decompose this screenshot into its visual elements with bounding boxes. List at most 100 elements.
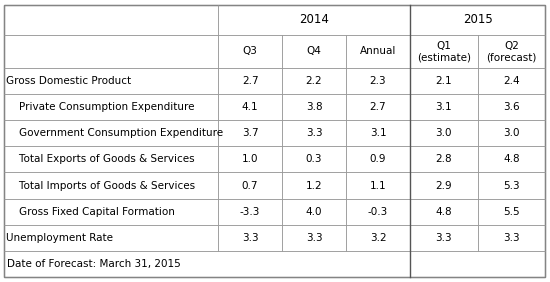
- Text: 2.2: 2.2: [306, 76, 322, 86]
- Text: 3.3: 3.3: [306, 128, 322, 138]
- Bar: [4, 225, 218, 251]
- Text: 2.1: 2.1: [436, 76, 452, 86]
- Bar: [346, 146, 410, 173]
- Bar: [282, 68, 346, 94]
- Bar: [410, 68, 478, 94]
- Text: 4.8: 4.8: [436, 207, 452, 217]
- Text: 2.7: 2.7: [370, 102, 386, 112]
- Bar: [410, 94, 478, 120]
- Bar: [410, 5, 546, 35]
- Text: 3.1: 3.1: [436, 102, 452, 112]
- Text: 3.2: 3.2: [370, 233, 386, 243]
- Bar: [478, 146, 546, 173]
- Bar: [478, 225, 546, 251]
- Text: Q2
(forecast): Q2 (forecast): [486, 41, 537, 62]
- Bar: [218, 120, 282, 146]
- Text: 3.6: 3.6: [503, 102, 520, 112]
- Text: 1.1: 1.1: [370, 180, 386, 191]
- Bar: [4, 251, 546, 277]
- Bar: [282, 146, 346, 173]
- Text: Private Consumption Expenditure: Private Consumption Expenditure: [6, 102, 195, 112]
- Text: 0.7: 0.7: [242, 180, 258, 191]
- Text: Government Consumption Expenditure: Government Consumption Expenditure: [6, 128, 223, 138]
- Bar: [218, 68, 282, 94]
- Bar: [4, 199, 218, 225]
- Bar: [4, 5, 218, 35]
- Bar: [218, 5, 410, 35]
- Bar: [410, 199, 478, 225]
- Text: 2.3: 2.3: [370, 76, 386, 86]
- Text: Total Imports of Goods & Services: Total Imports of Goods & Services: [6, 180, 195, 191]
- Text: 1.2: 1.2: [306, 180, 322, 191]
- Bar: [218, 225, 282, 251]
- Text: 3.0: 3.0: [436, 128, 452, 138]
- Text: 3.3: 3.3: [306, 233, 322, 243]
- Bar: [282, 199, 346, 225]
- Bar: [218, 173, 282, 199]
- Bar: [478, 199, 546, 225]
- Text: 3.7: 3.7: [242, 128, 258, 138]
- Bar: [282, 94, 346, 120]
- Bar: [4, 68, 218, 94]
- Text: -3.3: -3.3: [240, 207, 260, 217]
- Text: 3.1: 3.1: [370, 128, 386, 138]
- Bar: [478, 120, 546, 146]
- Bar: [218, 146, 282, 173]
- Text: 3.3: 3.3: [436, 233, 452, 243]
- Bar: [4, 146, 218, 173]
- Bar: [218, 94, 282, 120]
- Text: 2.9: 2.9: [436, 180, 452, 191]
- Bar: [346, 173, 410, 199]
- Bar: [218, 199, 282, 225]
- Text: -0.3: -0.3: [368, 207, 388, 217]
- Text: 3.0: 3.0: [503, 128, 520, 138]
- Bar: [4, 94, 218, 120]
- Text: 3.3: 3.3: [503, 233, 520, 243]
- Bar: [478, 35, 546, 68]
- Text: 3.8: 3.8: [306, 102, 322, 112]
- Text: Q4: Q4: [306, 46, 321, 56]
- Text: 5.5: 5.5: [503, 207, 520, 217]
- Bar: [4, 120, 218, 146]
- Bar: [346, 120, 410, 146]
- Text: 2.8: 2.8: [436, 155, 452, 164]
- Bar: [346, 225, 410, 251]
- Text: Q1
(estimate): Q1 (estimate): [417, 41, 471, 62]
- Bar: [346, 199, 410, 225]
- Bar: [478, 68, 546, 94]
- Text: 2.4: 2.4: [503, 76, 520, 86]
- Bar: [346, 94, 410, 120]
- Text: 5.3: 5.3: [503, 180, 520, 191]
- Text: 0.3: 0.3: [306, 155, 322, 164]
- Text: Annual: Annual: [360, 46, 396, 56]
- Bar: [218, 35, 282, 68]
- Bar: [282, 35, 346, 68]
- Text: Gross Fixed Capital Formation: Gross Fixed Capital Formation: [6, 207, 175, 217]
- Bar: [282, 120, 346, 146]
- Bar: [282, 173, 346, 199]
- Text: 4.0: 4.0: [306, 207, 322, 217]
- Text: 2.7: 2.7: [242, 76, 258, 86]
- Text: Date of Forecast: March 31, 2015: Date of Forecast: March 31, 2015: [7, 259, 180, 269]
- Bar: [346, 68, 410, 94]
- Bar: [346, 35, 410, 68]
- Text: Total Exports of Goods & Services: Total Exports of Goods & Services: [6, 155, 195, 164]
- Bar: [410, 225, 478, 251]
- Bar: [410, 173, 478, 199]
- Bar: [4, 35, 218, 68]
- Text: 4.8: 4.8: [503, 155, 520, 164]
- Text: 2015: 2015: [463, 13, 493, 26]
- Bar: [4, 173, 218, 199]
- Text: 1.0: 1.0: [242, 155, 258, 164]
- Text: 2014: 2014: [299, 13, 329, 26]
- Text: Gross Domestic Product: Gross Domestic Product: [6, 76, 131, 86]
- Bar: [410, 35, 478, 68]
- Text: Unemployment Rate: Unemployment Rate: [6, 233, 113, 243]
- Text: 0.9: 0.9: [370, 155, 386, 164]
- Text: 4.1: 4.1: [242, 102, 258, 112]
- Bar: [410, 120, 478, 146]
- Text: 3.3: 3.3: [242, 233, 258, 243]
- Bar: [282, 225, 346, 251]
- Bar: [478, 94, 546, 120]
- Text: Q3: Q3: [243, 46, 257, 56]
